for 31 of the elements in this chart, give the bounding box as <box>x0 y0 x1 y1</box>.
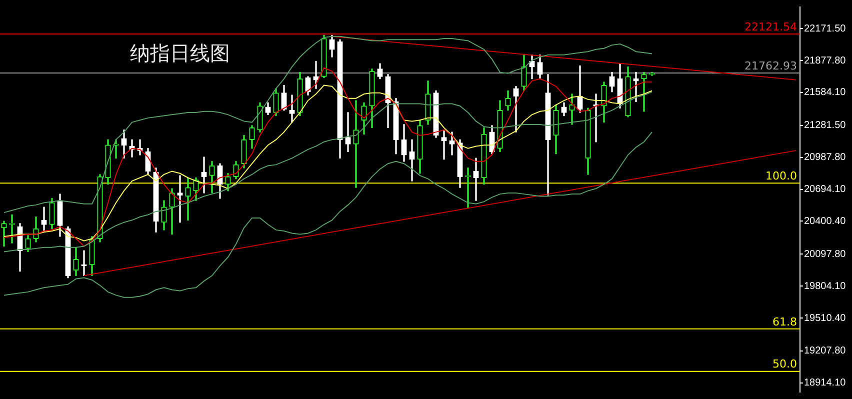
y-tick-label: 19804.10 <box>804 280 846 292</box>
y-tick-label: 19510.40 <box>804 312 846 324</box>
y-tick-label: 20400.40 <box>804 216 846 227</box>
y-tick-label: 20987.80 <box>804 152 846 164</box>
y-tick-label: 22171.50 <box>804 23 846 34</box>
candlestick <box>641 72 647 112</box>
y-tick-label: 19207.80 <box>804 346 846 357</box>
candlestick <box>289 94 295 123</box>
y-tick-label: 21584.10 <box>804 87 846 98</box>
candlestick <box>345 112 351 152</box>
candlestick <box>449 132 455 156</box>
y-tick-label: 21281.50 <box>804 120 846 132</box>
candlestick <box>353 100 359 188</box>
candlestick <box>473 158 479 201</box>
candlestick <box>633 72 639 102</box>
y-tick-label: 20694.10 <box>804 184 846 196</box>
candlestick <box>177 175 183 223</box>
candlestick <box>9 214 15 244</box>
annotation: 61.8 <box>772 315 797 328</box>
y-tick-label: 21877.80 <box>804 55 846 66</box>
candlestick <box>201 156 207 194</box>
annotation: 100.0 <box>766 170 797 183</box>
y-tick-label: 18914.10 <box>804 378 846 389</box>
annotation: 50.0 <box>772 358 797 371</box>
candlestick <box>441 130 447 160</box>
candlestick <box>1 220 7 247</box>
ref-line-label: 22121.54 <box>744 20 797 34</box>
ref-line-label: 21762.93 <box>744 59 797 72</box>
text: 纳指日线图 <box>130 41 230 66</box>
candlestick <box>409 139 415 182</box>
y-tick-label: 20097.80 <box>804 248 846 260</box>
